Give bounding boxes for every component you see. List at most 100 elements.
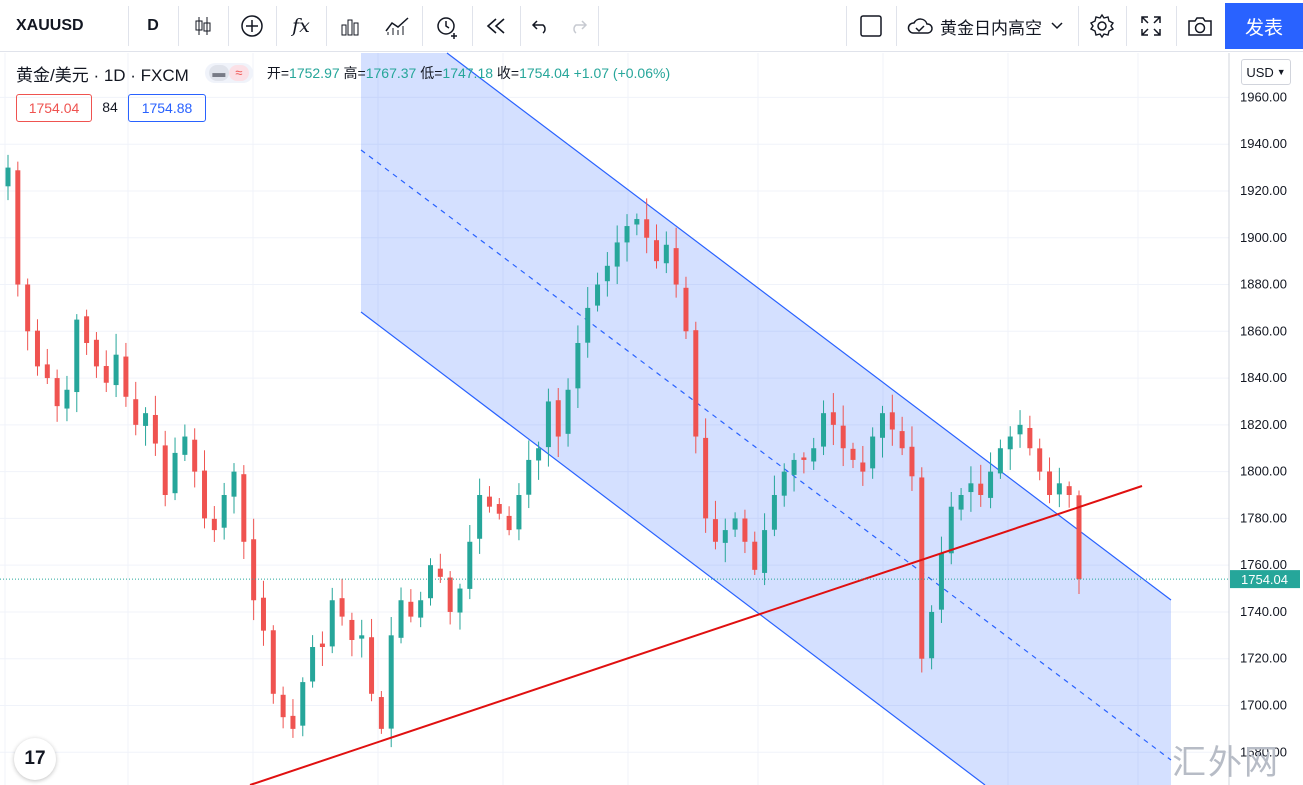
compare-button[interactable] bbox=[230, 0, 274, 52]
chart-grid bbox=[0, 53, 1229, 785]
price-tick-label: 1780.00 bbox=[1240, 510, 1287, 525]
candle-body bbox=[398, 600, 404, 638]
buy-button[interactable]: 1754.88 bbox=[128, 94, 206, 122]
candle-body bbox=[762, 530, 768, 573]
open-value: 1752.97 bbox=[289, 65, 340, 81]
candle-body bbox=[5, 167, 11, 187]
candle-body bbox=[270, 630, 276, 694]
candle-body bbox=[457, 588, 463, 613]
candle-body bbox=[683, 287, 689, 332]
top-toolbar: XAUUSD D fx 黄金日内高空 bbox=[0, 0, 1303, 52]
candle-body bbox=[428, 565, 434, 599]
price-tick-label: 1900.00 bbox=[1240, 230, 1287, 245]
price-tick-label: 1800.00 bbox=[1240, 464, 1287, 479]
candle-body bbox=[1047, 471, 1053, 496]
alarm-clock-icon bbox=[437, 17, 457, 39]
candle-body bbox=[93, 339, 99, 367]
regression-channel[interactable] bbox=[360, 52, 1172, 785]
fullscreen-button[interactable] bbox=[1128, 0, 1174, 52]
candle-body bbox=[103, 366, 109, 383]
candle-body bbox=[722, 530, 728, 543]
currency-label: USD bbox=[1246, 64, 1274, 80]
publish-button[interactable]: 发表 bbox=[1225, 3, 1303, 49]
candle-body bbox=[123, 356, 129, 397]
candle-body bbox=[133, 399, 139, 425]
camera-icon bbox=[1188, 17, 1212, 36]
chart-type-button[interactable] bbox=[180, 0, 226, 52]
layout-name: 黄金日内高空 bbox=[940, 18, 1042, 38]
settings-button[interactable] bbox=[1080, 0, 1124, 52]
layout-name-dropdown[interactable]: 黄金日内高空 bbox=[898, 0, 1076, 52]
price-tick-label: 1920.00 bbox=[1240, 183, 1287, 198]
toolbar-separator bbox=[846, 6, 847, 46]
candle-body bbox=[231, 471, 237, 497]
replay-button[interactable] bbox=[474, 0, 518, 52]
candle-body bbox=[329, 600, 335, 647]
candle-body bbox=[437, 568, 443, 577]
candle-body bbox=[624, 226, 630, 243]
spread-value: 84 bbox=[102, 99, 118, 115]
candle-body bbox=[703, 437, 709, 519]
chevron-down-icon bbox=[1051, 22, 1063, 30]
candle-body bbox=[978, 483, 984, 496]
alert-button[interactable] bbox=[424, 0, 470, 52]
candle-body bbox=[840, 425, 846, 449]
candle-body bbox=[447, 577, 453, 612]
candle-body bbox=[310, 647, 316, 682]
currency-selector[interactable]: USD ▼ bbox=[1241, 59, 1291, 85]
candle-body bbox=[545, 401, 551, 448]
candle-body bbox=[791, 459, 797, 475]
change-value: +1.07 (+0.06%) bbox=[573, 65, 671, 81]
candle-body bbox=[251, 539, 257, 601]
candle-body bbox=[162, 445, 168, 496]
hide-icon[interactable]: ▬ bbox=[208, 65, 229, 81]
indicators-button[interactable]: fx bbox=[292, 15, 310, 37]
toolbar-separator bbox=[598, 6, 599, 46]
drawings[interactable] bbox=[0, 485, 1229, 785]
redo-button[interactable] bbox=[560, 0, 596, 52]
candle-body bbox=[899, 431, 905, 449]
area-chart-icon bbox=[385, 17, 409, 35]
candle-body bbox=[919, 477, 925, 659]
candle-body bbox=[526, 459, 532, 495]
toolbar-separator bbox=[228, 6, 229, 46]
layout-button[interactable] bbox=[848, 0, 894, 52]
candle-body bbox=[349, 619, 355, 641]
price-tick-label: 1960.00 bbox=[1240, 89, 1287, 104]
candle-body bbox=[486, 496, 492, 507]
close-label: 收= bbox=[496, 65, 520, 81]
candle-body bbox=[280, 694, 286, 718]
candle-body bbox=[821, 413, 827, 447]
toolbar-separator bbox=[896, 6, 897, 46]
last-price-label-bg bbox=[1230, 570, 1300, 589]
candle-body bbox=[565, 389, 571, 434]
price-axis[interactable]: 1960.00 1940.00 1920.00 1900.00 1880.00 1860.… bbox=[1228, 53, 1303, 785]
price-tick-label: 1880.00 bbox=[1240, 277, 1287, 292]
candle-body bbox=[202, 470, 208, 519]
candle-body bbox=[319, 643, 325, 648]
candle-body bbox=[64, 389, 70, 409]
sell-button[interactable]: 1754.04 bbox=[16, 94, 92, 122]
candle-body bbox=[555, 400, 561, 437]
candle-body bbox=[84, 316, 90, 343]
candle-body bbox=[15, 170, 21, 285]
legend-controls[interactable]: ▬ ≈ bbox=[204, 63, 253, 83]
tradingview-logo[interactable]: 17 bbox=[14, 738, 56, 780]
templates-button[interactable] bbox=[328, 0, 372, 52]
undo-button[interactable] bbox=[522, 0, 560, 52]
series-name: 黄金/美元 · 1D · FXCM bbox=[16, 65, 189, 85]
candle-body bbox=[653, 240, 659, 262]
financials-button[interactable] bbox=[374, 0, 420, 52]
candle-body bbox=[211, 518, 217, 531]
candle-body bbox=[929, 611, 935, 659]
channel-fill bbox=[361, 53, 1171, 785]
wave-icon[interactable]: ≈ bbox=[228, 65, 249, 81]
series-legend: 黄金/美元 · 1D · FXCM ▬ ≈ 开=1752.97 高=1767.3… bbox=[16, 61, 670, 85]
candle-body bbox=[968, 483, 974, 493]
candle-body bbox=[801, 457, 807, 460]
snapshot-button[interactable] bbox=[1178, 0, 1222, 52]
undo-icon bbox=[531, 20, 546, 34]
interval-button[interactable]: D bbox=[147, 17, 159, 34]
symbol-search-button[interactable]: XAUUSD bbox=[16, 17, 84, 34]
